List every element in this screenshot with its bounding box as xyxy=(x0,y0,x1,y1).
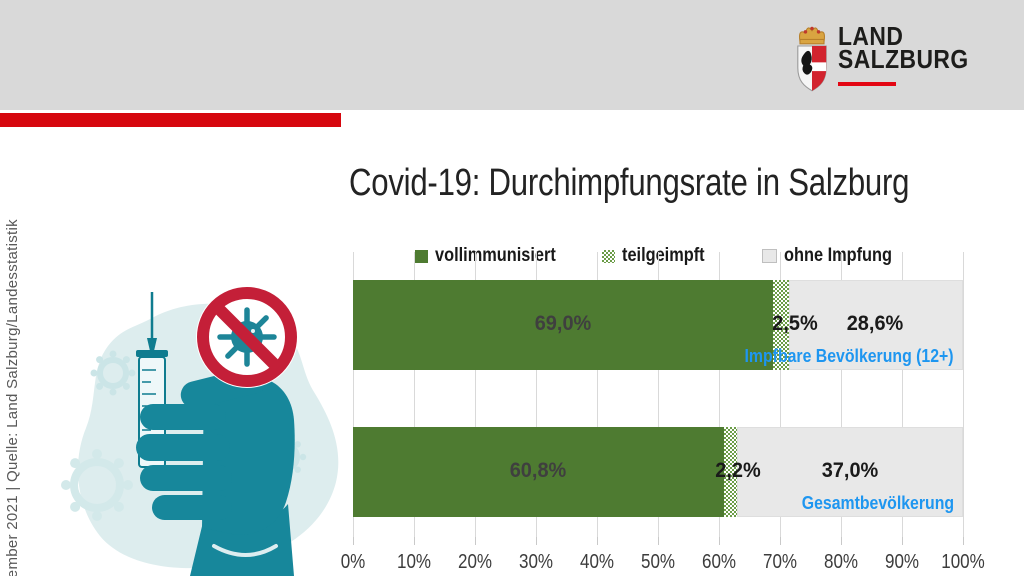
salzburg-logo: LAND SALZBURG xyxy=(793,22,1013,102)
hand xyxy=(136,366,295,576)
segment-teilgeimpft xyxy=(723,427,738,517)
legend-swatch-grey-icon xyxy=(762,249,777,263)
gridline xyxy=(780,252,781,537)
axis-tick xyxy=(658,537,659,545)
axis-tick xyxy=(353,537,354,545)
x-axis-label: 10% xyxy=(396,551,432,573)
x-axis-label: 70% xyxy=(762,551,798,573)
legend-swatch-checker-icon xyxy=(602,249,615,263)
legend-item-teilgeimpft: teilgeimpft xyxy=(602,244,718,268)
axis-tick xyxy=(475,537,476,545)
axis-tick xyxy=(719,537,720,545)
segment-ohne-impfung xyxy=(788,280,963,370)
source-caption: vember 2021 | Quelle: Land Salzburg/Land… xyxy=(4,219,21,576)
gridline xyxy=(353,252,354,537)
gridline xyxy=(719,252,720,537)
x-axis-label: 50% xyxy=(640,551,676,573)
faint-virus-icon xyxy=(90,350,136,396)
axis-tick xyxy=(536,537,537,545)
legend-label: teilgeimpft xyxy=(622,245,705,266)
x-axis-label: 40% xyxy=(579,551,615,573)
gridline xyxy=(658,252,659,537)
gridline xyxy=(536,252,537,537)
legend-swatch-green-icon xyxy=(415,249,428,263)
stacked-bar xyxy=(353,280,963,370)
legend-label: ohne Impfung xyxy=(784,245,893,266)
bar-impfbare-bevoelkerung: 69,0% 2,5% 28,6% Impfbare Bevölkerung (1… xyxy=(353,280,963,370)
no-virus-icon xyxy=(196,286,298,388)
axis-tick xyxy=(963,537,964,545)
axis-tick xyxy=(841,537,842,545)
value-label: 28,6% xyxy=(846,312,904,336)
red-accent-bar xyxy=(0,113,341,127)
logo-line2: SALZBURG xyxy=(838,44,969,74)
segment-vollimmunisiert xyxy=(353,427,724,517)
stacked-bar xyxy=(353,427,963,517)
axis-tick xyxy=(597,537,598,545)
page-title: Covid-19: Durchimpfungsrate in Salzburg xyxy=(349,162,910,204)
x-axis-label: 20% xyxy=(457,551,493,573)
x-axis-label: 0% xyxy=(340,551,366,573)
logo-wordmark: LAND SALZBURG xyxy=(838,21,969,74)
gridline xyxy=(414,252,415,537)
legend-label: vollimmunisiert xyxy=(435,245,556,266)
category-label: Impfbare Bevölkerung (12+) xyxy=(744,346,954,366)
header-band xyxy=(0,0,1024,110)
x-axis-label: 80% xyxy=(823,551,859,573)
gridline xyxy=(597,252,598,537)
syringe-illustration xyxy=(61,286,339,576)
x-axis-label: 100% xyxy=(941,551,985,573)
legend-item-ohne-impfung: ohne Impfung xyxy=(762,244,910,268)
value-label: 2,5% xyxy=(772,312,818,336)
segment-ohne-impfung xyxy=(737,427,963,517)
logo-line1: LAND xyxy=(838,21,904,51)
x-axis-label: 60% xyxy=(701,551,737,573)
gridline xyxy=(963,252,964,537)
axis-tick xyxy=(414,537,415,545)
axis-tick xyxy=(902,537,903,545)
axis-tick xyxy=(780,537,781,545)
faint-virus-icon xyxy=(61,449,133,521)
bar-gesamtbevoelkerung: 60,8% 2,2% 37,0% Gesamtbevölkerung xyxy=(353,427,963,517)
value-label: 69,0% xyxy=(534,312,592,336)
chart-legend: vollimmunisiert teilgeimpft ohne Impfung xyxy=(0,244,1024,268)
segment-vollimmunisiert xyxy=(353,280,774,370)
gridline xyxy=(902,252,903,537)
value-label: 2,2% xyxy=(715,459,761,483)
plot-area: 69,0% 2,5% 28,6% Impfbare Bevölkerung (1… xyxy=(341,252,985,573)
coat-of-arms-icon xyxy=(797,26,827,92)
value-label: 60,8% xyxy=(509,459,567,483)
logo-underline xyxy=(838,82,896,86)
category-label: Gesamtbevölkerung xyxy=(801,493,954,513)
x-axis-label: 30% xyxy=(518,551,554,573)
x-axis-label: 90% xyxy=(884,551,920,573)
gridline xyxy=(841,252,842,537)
segment-teilgeimpft xyxy=(773,280,789,370)
gridline xyxy=(475,252,476,537)
legend-item-vollimmunisiert: vollimmunisiert xyxy=(415,244,575,268)
value-label: 37,0% xyxy=(821,459,879,483)
